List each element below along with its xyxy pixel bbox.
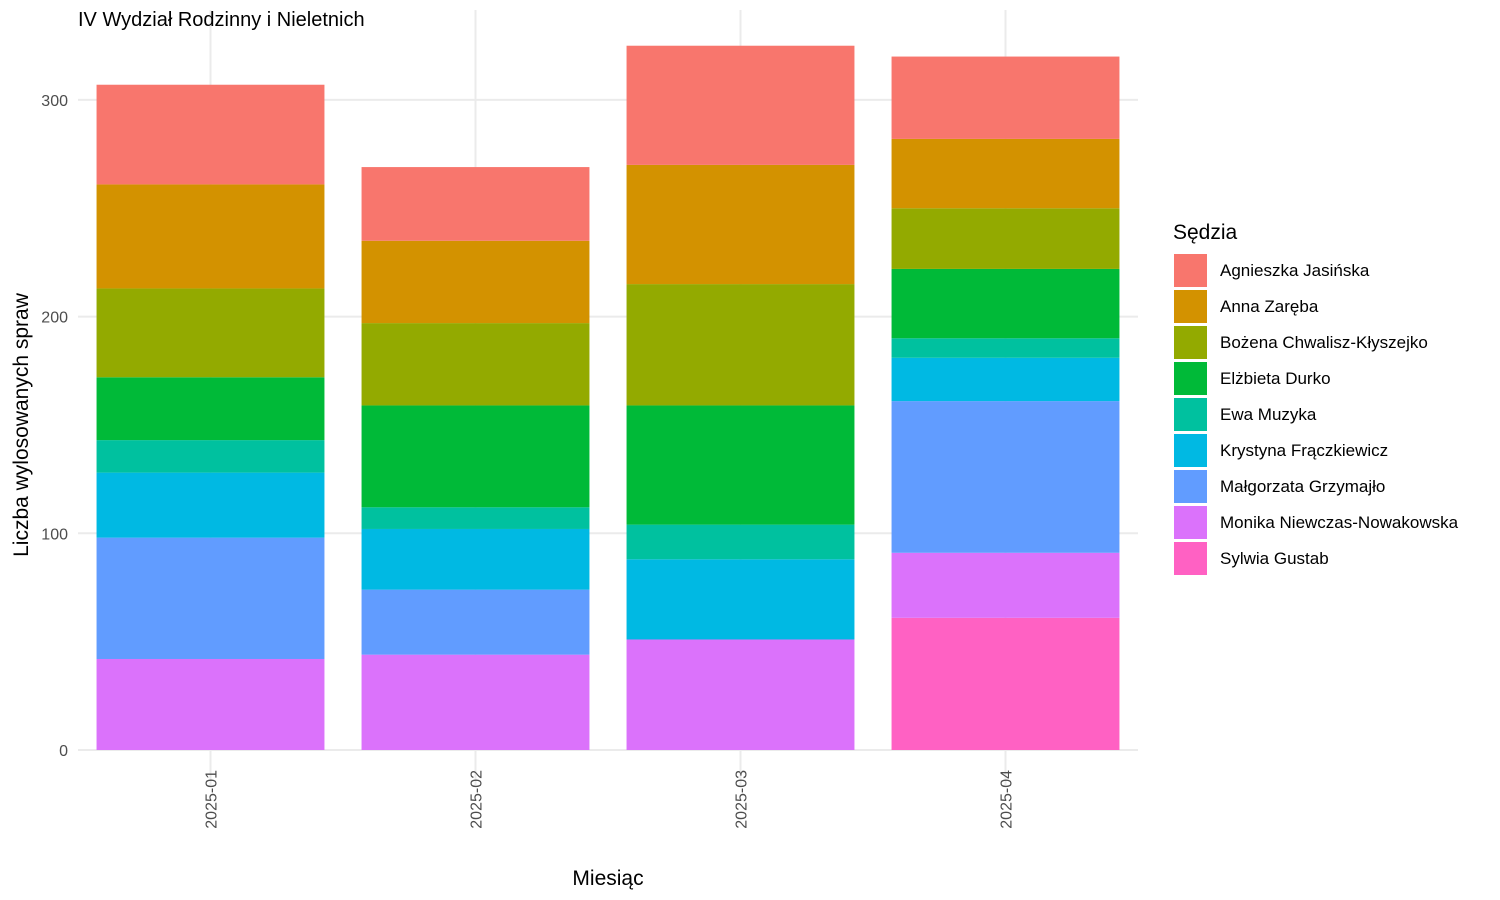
x-axis-ticks: 2025-01 2025-02 2025-03 2025-04 bbox=[204, 770, 1016, 829]
y-axis-title: Liczba wylosowanych spraw bbox=[10, 292, 33, 557]
legend-swatch bbox=[1174, 398, 1207, 431]
legend-label: Agnieszka Jasińska bbox=[1220, 261, 1370, 280]
bar-segment bbox=[626, 639, 855, 750]
legend-label: Monika Niewczas-Nowakowska bbox=[1220, 513, 1459, 532]
bar-segment bbox=[361, 654, 590, 750]
bar-segment bbox=[891, 56, 1120, 139]
bar-segment bbox=[96, 440, 325, 473]
legend-label: Sylwia Gustab bbox=[1220, 549, 1329, 568]
y-axis-ticks: 0 100 200 300 bbox=[41, 93, 68, 760]
legend-swatch bbox=[1174, 326, 1207, 359]
bar-segment bbox=[96, 658, 325, 750]
bar-segment bbox=[891, 268, 1120, 339]
bar-segment bbox=[361, 589, 590, 655]
y-tick-label: 200 bbox=[41, 310, 68, 327]
y-tick-label: 300 bbox=[41, 93, 68, 110]
y-tick-label: 0 bbox=[59, 743, 68, 760]
bar-segment bbox=[891, 617, 1120, 750]
x-tick-label: 2025-03 bbox=[734, 770, 751, 829]
bar-segment bbox=[626, 164, 855, 285]
legend-swatch bbox=[1174, 434, 1207, 467]
bar-segment bbox=[96, 537, 325, 659]
bars bbox=[96, 45, 1120, 750]
bar-segment bbox=[891, 357, 1120, 402]
bar-segment bbox=[96, 184, 325, 289]
x-axis-title: Miesiąc bbox=[572, 867, 643, 890]
bar-segment bbox=[891, 208, 1120, 269]
bar-segment bbox=[891, 338, 1120, 358]
bar-segment bbox=[361, 240, 590, 324]
bar-segment bbox=[96, 288, 325, 378]
legend: Sędzia Agnieszka Jasińska Anna Zaręba Boże… bbox=[1173, 221, 1459, 575]
legend-swatch bbox=[1174, 506, 1207, 539]
bar-segment bbox=[361, 528, 590, 590]
bar-segment bbox=[891, 401, 1120, 553]
bar-segment bbox=[626, 284, 855, 406]
x-tick-label: 2025-02 bbox=[469, 770, 486, 829]
legend-label: Ewa Muzyka bbox=[1220, 405, 1317, 424]
bar-segment bbox=[891, 552, 1120, 618]
bar-segment bbox=[626, 524, 855, 560]
bar-segment bbox=[361, 405, 590, 508]
legend-swatch bbox=[1174, 254, 1207, 287]
bar-segment bbox=[891, 138, 1120, 209]
legend-label: Bożena Chwalisz-Kłyszejko bbox=[1220, 333, 1428, 352]
chart-title: IV Wydział Rodzinny i Nieletnich bbox=[78, 9, 365, 31]
legend-swatch bbox=[1174, 362, 1207, 395]
bar-segment bbox=[96, 472, 325, 538]
bar-segment bbox=[96, 377, 325, 441]
bar-segment bbox=[626, 405, 855, 525]
legend-label: Krystyna Frączkiewicz bbox=[1220, 441, 1388, 460]
bar-segment bbox=[361, 323, 590, 406]
x-tick-label: 2025-04 bbox=[999, 770, 1016, 829]
bar-segment bbox=[361, 167, 590, 241]
x-tick-label: 2025-01 bbox=[204, 770, 221, 829]
legend-label: Małgorzata Grzymajło bbox=[1220, 477, 1385, 496]
bar-segment bbox=[626, 559, 855, 640]
bar-segment bbox=[361, 507, 590, 529]
bar-segment bbox=[626, 45, 855, 165]
y-tick-label: 100 bbox=[41, 526, 68, 543]
legend-items: Agnieszka Jasińska Anna Zaręba Bożena Chwa… bbox=[1174, 254, 1459, 575]
legend-label: Anna Zaręba bbox=[1220, 297, 1319, 316]
legend-title: Sędzia bbox=[1173, 221, 1238, 244]
legend-swatch bbox=[1174, 542, 1207, 575]
legend-label: Elżbieta Durko bbox=[1220, 369, 1331, 388]
legend-swatch bbox=[1174, 290, 1207, 323]
legend-swatch bbox=[1174, 470, 1207, 503]
bar-segment bbox=[96, 84, 325, 185]
